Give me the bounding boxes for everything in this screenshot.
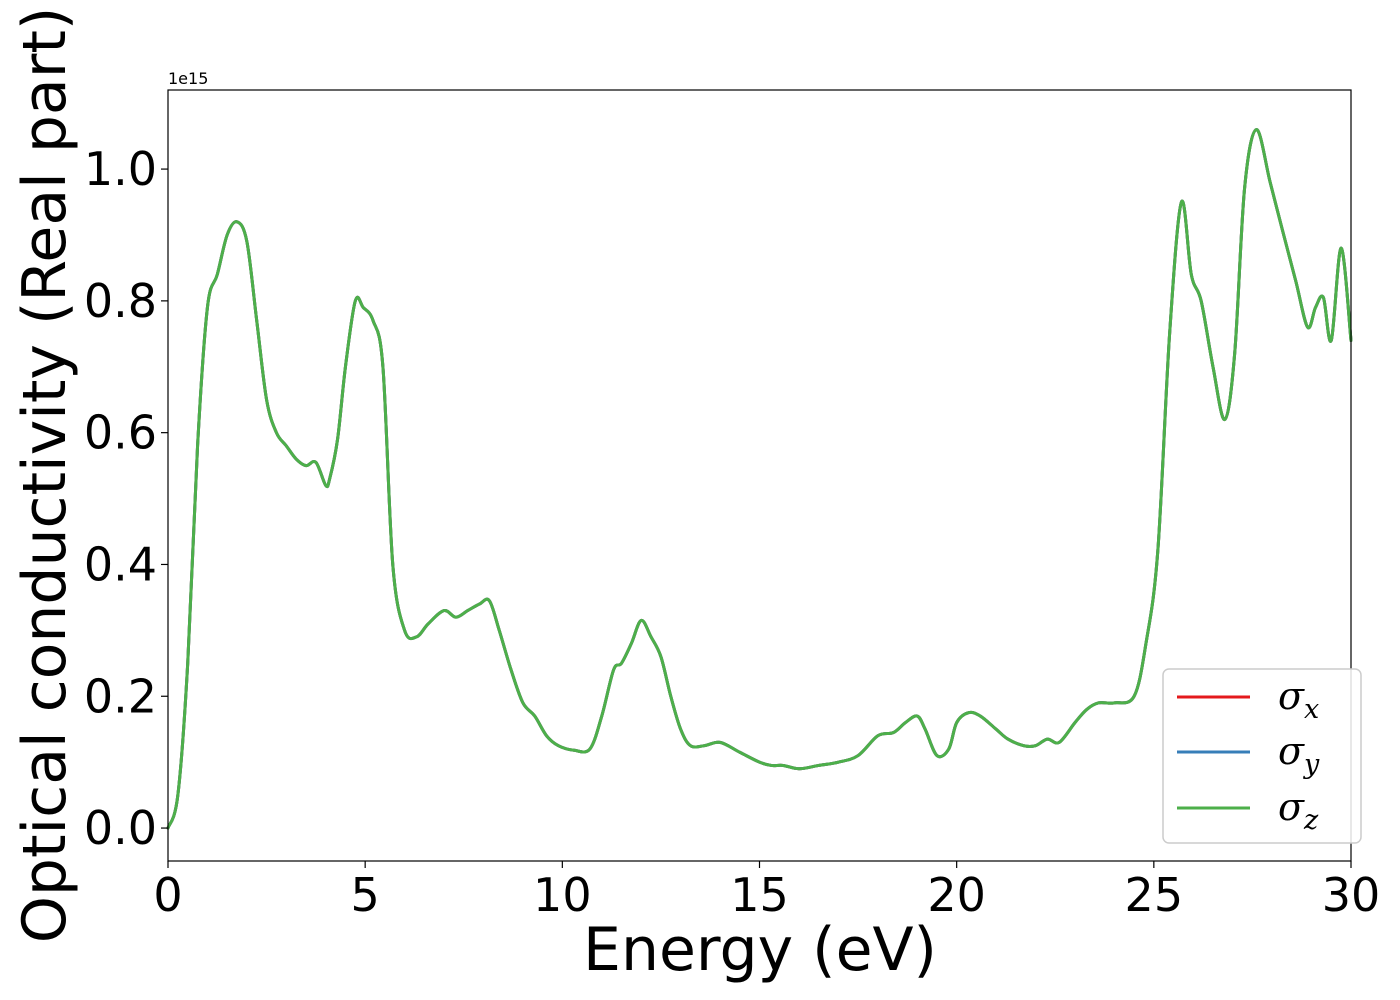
y-tick-label: 0.4	[84, 537, 157, 591]
y-tick-label: 0.0	[84, 801, 157, 855]
x-tick-label: 25	[1125, 868, 1184, 922]
plot-background	[168, 90, 1351, 861]
x-tick-label: 0	[153, 868, 182, 922]
y-tick-label: 1.0	[84, 142, 157, 196]
legend-label-base: σ	[1278, 729, 1305, 773]
legend-label-subscript: z	[1303, 805, 1319, 836]
legend-label-sigma-x: σx	[1278, 674, 1319, 725]
x-axis-title: Energy (eV)	[583, 915, 937, 985]
legend-box	[1162, 668, 1362, 844]
y-tick-label: 0.6	[84, 406, 157, 460]
x-tick-label: 5	[351, 868, 380, 922]
legend-label-subscript: y	[1303, 749, 1320, 780]
legend-label-base: σ	[1278, 674, 1305, 718]
plot-area	[166, 89, 1353, 862]
y-axis-offset-label: 1e15	[168, 69, 208, 88]
y-tick-label: 0.2	[84, 669, 157, 723]
series-layer	[166, 128, 1353, 830]
y-tick-label: 0.8	[84, 274, 157, 328]
x-axis-ticks: 0 5 10 15 20 25 30	[153, 861, 1380, 922]
y-axis-ticks: 0.0 0.2 0.4 0.6 0.8 1.0	[84, 142, 168, 855]
x-tick-label: 10	[533, 868, 592, 922]
legend-label-base: σ	[1278, 785, 1305, 829]
x-tick-label: 15	[730, 868, 789, 922]
series-line-sigma-z	[166, 128, 1353, 830]
y-axis-title: Optical conductivity (Real part)	[10, 7, 80, 944]
legend-label-sigma-y: σy	[1278, 729, 1320, 780]
legend-label-subscript: x	[1304, 694, 1319, 725]
x-tick-label: 30	[1322, 868, 1381, 922]
legend-label-sigma-z: σz	[1278, 785, 1319, 836]
x-tick-label: 20	[927, 868, 986, 922]
